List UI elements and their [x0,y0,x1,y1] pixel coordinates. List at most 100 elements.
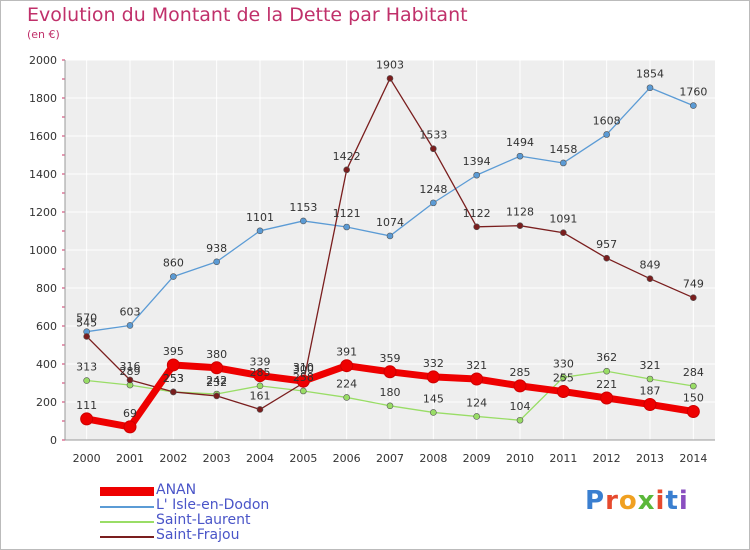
x-tick-label: 2010 [506,452,534,465]
data-label: 289 [120,365,141,378]
data-point [343,166,350,174]
data-label: 391 [336,346,357,359]
data-point [513,379,527,393]
data-point [126,322,134,329]
y-tick-label: 600 [36,320,57,333]
data-label: 161 [250,389,271,402]
data-point [516,152,524,160]
y-tick-label: 1000 [29,244,57,257]
data-label: 104 [510,400,531,413]
data-label: 1128 [506,206,534,219]
logo-letter: t [665,486,679,516]
x-tick-label: 2000 [73,452,101,465]
data-point [126,376,134,384]
logo-letter: i [678,486,689,516]
y-tick-label: 1600 [29,130,57,143]
data-point [430,409,437,416]
data-label: 255 [553,372,574,385]
data-point [430,199,437,207]
data-label: 860 [163,257,184,270]
data-label: 232 [206,376,227,389]
data-point [340,359,354,373]
x-tick-label: 2002 [159,452,187,465]
data-label: 1074 [376,216,404,229]
y-tick-label: 200 [36,396,57,409]
data-label: 300 [293,363,314,376]
legend-item: ANAN [100,482,340,498]
data-label: 380 [206,348,227,361]
logo-letter: P [585,486,606,516]
y-tick-label: 0 [50,434,57,447]
data-label: 1422 [333,150,361,163]
x-tick-label: 2006 [333,452,361,465]
data-label: 124 [466,396,487,409]
data-point [646,375,654,383]
data-point [123,420,137,434]
data-label: 339 [250,356,271,369]
data-label: 1248 [419,183,447,196]
data-point [300,387,307,395]
data-label: 330 [553,357,574,370]
data-point [170,388,177,396]
y-tick-label: 800 [36,282,57,295]
legend-item: L' Isle-en-Dodon [100,497,340,513]
data-label: 362 [596,351,617,364]
legend-item: Saint-Frajou [100,527,340,543]
data-point [516,222,524,229]
x-tick-label: 2013 [636,452,664,465]
data-point [556,385,570,399]
legend-swatch [100,487,154,496]
data-point [296,374,310,388]
data-point [560,373,567,381]
data-point [646,275,654,282]
data-label: 1903 [376,58,404,71]
x-tick-label: 2014 [679,452,707,465]
data-point [170,273,177,280]
data-point [560,229,567,237]
data-point [213,392,220,400]
data-point [643,397,657,411]
data-label: 359 [380,352,401,365]
data-label: 310 [293,361,314,374]
logo-letter: r [605,486,619,516]
data-label: 150 [683,392,704,405]
data-point [603,131,610,138]
data-point [253,369,267,383]
data-label: 545 [76,316,97,329]
legend-swatch [100,521,154,523]
data-label: 395 [163,345,184,358]
data-point [300,217,307,225]
data-label: 321 [640,359,661,372]
data-point [473,413,480,420]
data-label: 111 [76,399,97,412]
logo-letter: x [637,486,656,516]
data-label: 253 [163,372,184,385]
legend-label: Saint-Frajou [156,527,240,543]
data-label: 603 [120,305,141,318]
data-label: 749 [683,278,704,291]
data-point [383,365,397,379]
data-label: 1122 [463,207,491,220]
data-point [83,333,90,340]
data-label: 224 [336,377,357,390]
data-point [603,254,610,262]
data-label: 1854 [636,68,664,81]
data-point [473,171,480,179]
proxiti-logo: Proxiti [585,486,689,516]
x-tick-label: 2005 [289,452,317,465]
data-label: 1101 [246,211,274,224]
data-point [256,382,264,390]
data-point [386,232,394,240]
data-point [560,159,567,167]
data-label: 242 [206,374,227,387]
data-point [256,227,264,235]
data-label: 1608 [593,114,621,127]
data-point [343,223,350,231]
legend-label: Saint-Laurent [156,512,251,528]
data-label: 1458 [549,143,577,156]
data-point [256,406,264,413]
y-tick-label: 1800 [29,92,57,105]
data-point [516,416,524,424]
data-label: 849 [640,259,661,272]
x-tick-label: 2009 [463,452,491,465]
